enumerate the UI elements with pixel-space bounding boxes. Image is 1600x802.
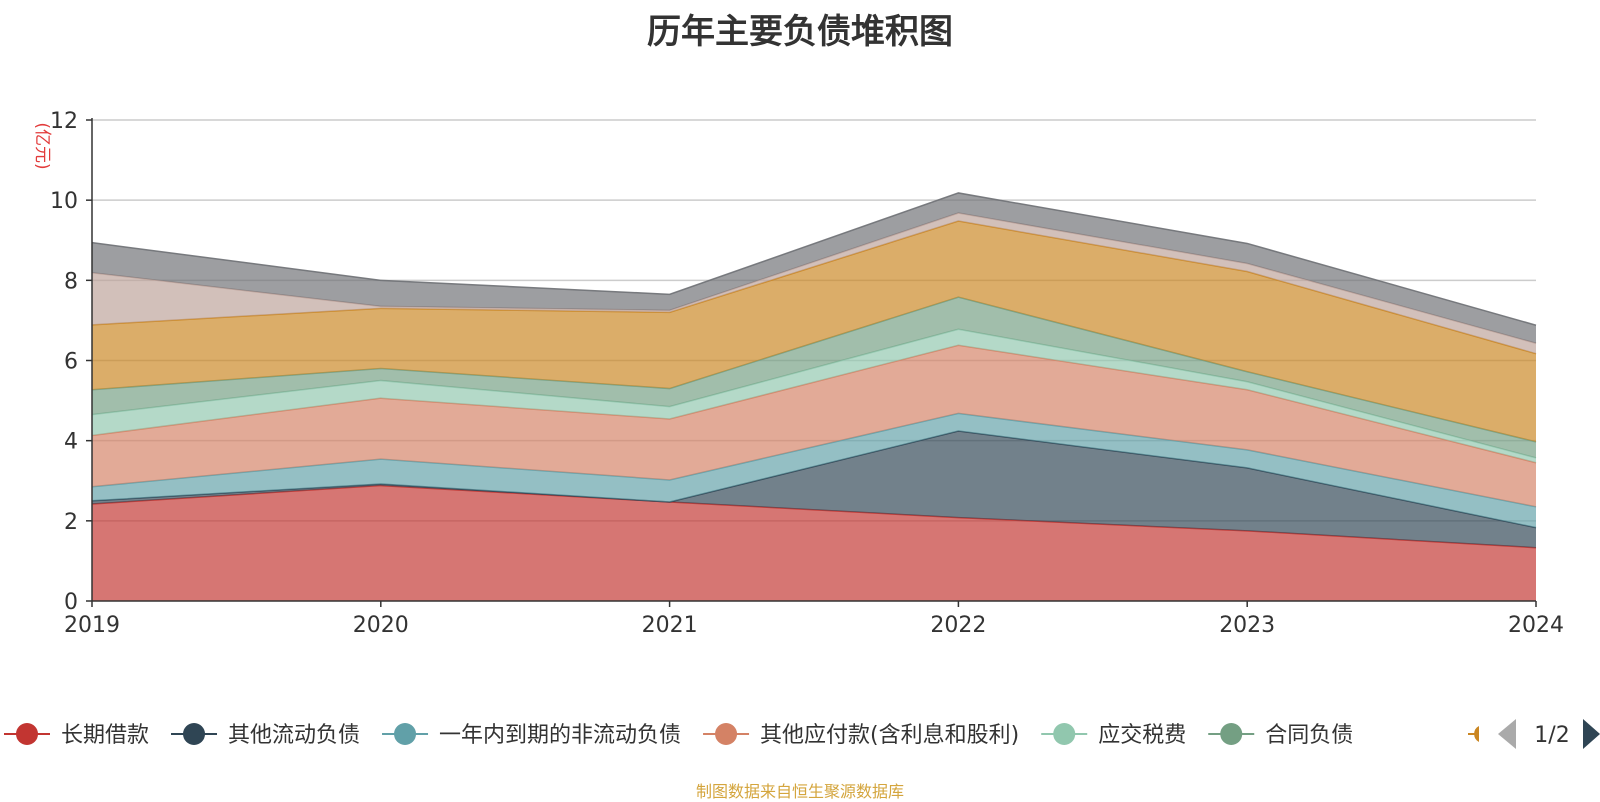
y-tick-label: 6 — [64, 350, 78, 375]
legend-item-1[interactable]: 长期借款 — [4, 723, 149, 748]
legend-label: 长期借款 — [61, 723, 149, 748]
legend-label: 一年内到期的非流动负债 — [439, 723, 681, 748]
legend-prev-page-icon[interactable] — [1498, 719, 1516, 749]
area-series-9 — [92, 192, 1536, 344]
area-series-1 — [92, 485, 1536, 601]
legend-layer: 长期借款 其他流动负债 一年内到期的非流动负债 其他应付款(含利息和股利) 应交税费 合同… — [4, 719, 1600, 749]
x-tick-label: 2022 — [930, 613, 986, 638]
area-series-6 — [92, 297, 1536, 458]
legend-page-indicator: 1/2 — [1534, 723, 1569, 748]
legend-label: 应交税费 — [1098, 723, 1186, 748]
legend-label: 其他流动负债 — [228, 723, 360, 748]
legend-item-5[interactable]: 应交税费 — [1041, 723, 1186, 748]
chart-title: 历年主要负债堆积图 — [647, 12, 953, 52]
area-series-2 — [92, 431, 1536, 548]
y-tick-label: 4 — [64, 430, 78, 455]
legend-item-2[interactable]: 其他流动负债 — [171, 723, 360, 748]
x-tick-label: 2023 — [1219, 613, 1275, 638]
legend-next-page-icon[interactable] — [1583, 719, 1600, 749]
area-series-5 — [92, 329, 1536, 463]
y-tick-label: 10 — [50, 189, 78, 214]
legend-marker — [394, 723, 417, 745]
area-series-7 — [92, 221, 1536, 442]
x-tick-label: 2024 — [1508, 613, 1564, 638]
area-series-4 — [92, 345, 1536, 507]
legend-marker — [715, 723, 738, 745]
legend-marker — [1053, 723, 1076, 745]
legend-item-6[interactable]: 合同负债 — [1208, 723, 1353, 748]
legend-item-3[interactable]: 一年内到期的非流动负债 — [382, 723, 681, 748]
area-line-series-9 — [91, 192, 1537, 326]
x-tick-label: 2019 — [64, 613, 120, 638]
x-tick-label: 2021 — [642, 613, 698, 638]
legend-marker-clipped — [1474, 726, 1479, 742]
legend-label: 其他应付款(含利息和股利) — [760, 723, 1019, 748]
y-tick-label: 12 — [50, 109, 78, 134]
legend-marker — [1220, 723, 1243, 745]
source-note: 制图数据来自恒生聚源数据库 — [695, 782, 904, 801]
area-series-3 — [92, 413, 1536, 528]
legend-item-4[interactable]: 其他应付款(含利息和股利) — [703, 723, 1019, 748]
area-layer — [91, 192, 1537, 601]
legend-label: 合同负债 — [1265, 723, 1353, 748]
legend-marker — [16, 723, 38, 745]
y-tick-label: 2 — [64, 510, 78, 535]
x-tick-label: 2020 — [353, 613, 409, 638]
y-axis-unit: (亿元) — [32, 122, 52, 169]
y-tick-label: 8 — [64, 269, 78, 294]
legend-marker — [183, 723, 206, 745]
y-tick-label: 0 — [64, 590, 78, 615]
axis-layer: 0 2 4 6 8 10 12 2019 2020 2021 2022 2023 2024 (亿元) — [32, 109, 1564, 638]
